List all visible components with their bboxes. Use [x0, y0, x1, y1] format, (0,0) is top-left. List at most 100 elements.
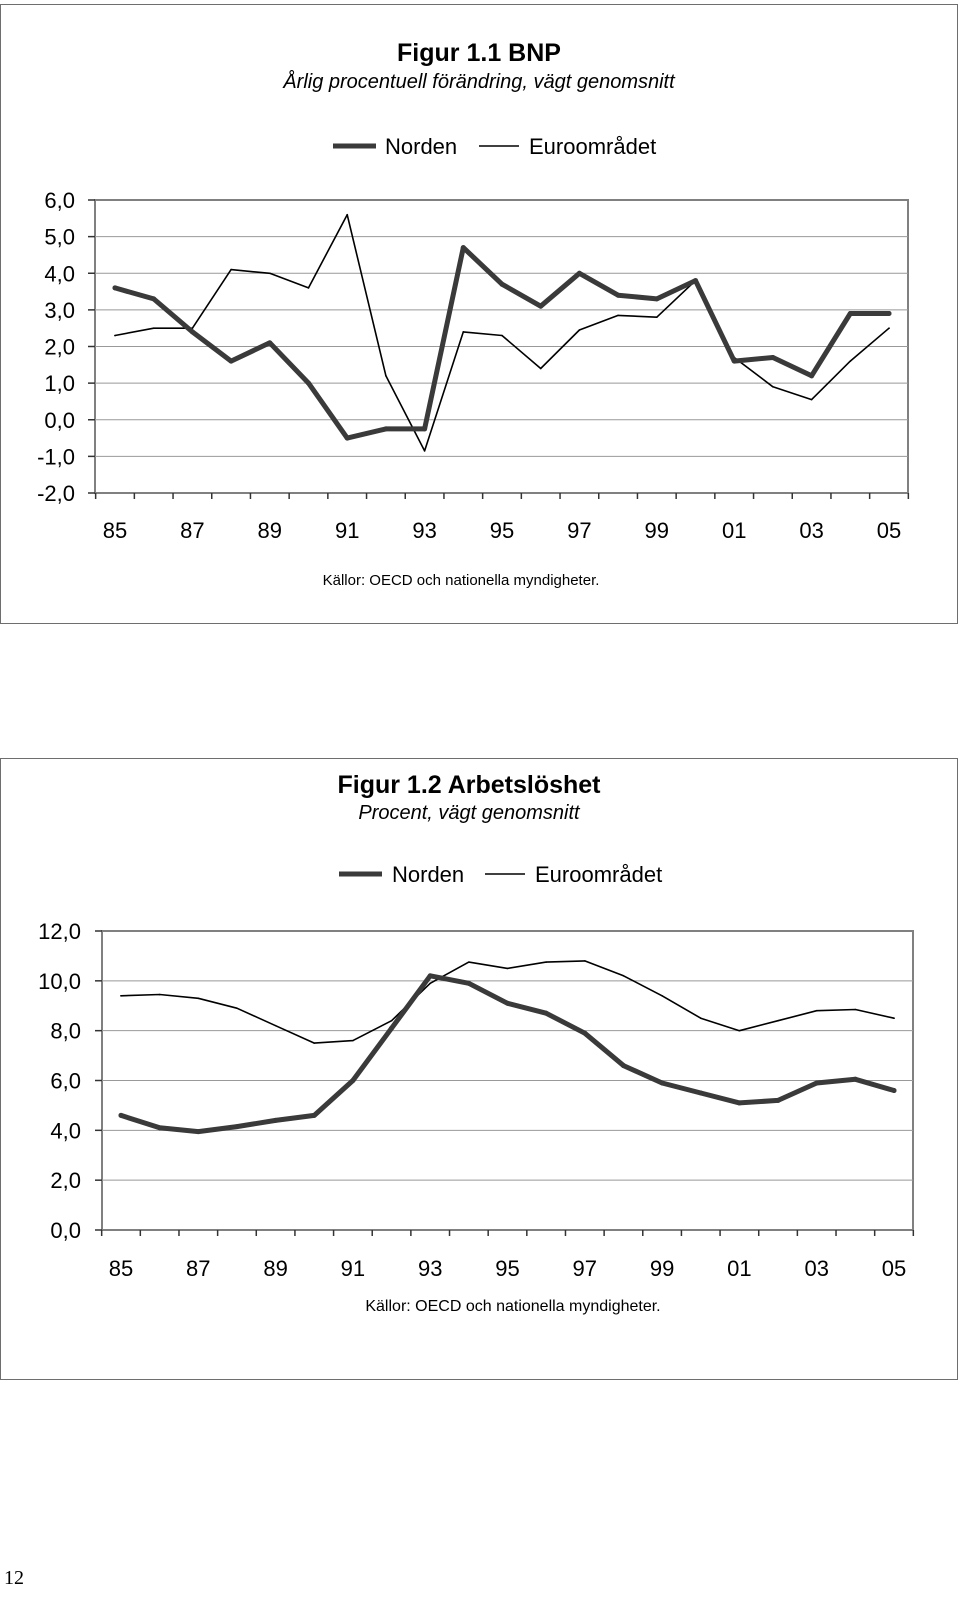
data-point-euroomr-det — [114, 334, 116, 337]
x-tick-label: 91 — [341, 1256, 365, 1281]
y-tick-label: 0,0 — [50, 1218, 81, 1243]
data-point-euroomr-det — [152, 327, 155, 329]
data-point-norden — [460, 245, 466, 251]
y-tick-label: 4,0 — [44, 261, 75, 286]
data-point-norden — [273, 1117, 279, 1123]
data-point-euroomr-det — [506, 967, 509, 970]
chart-title: Figur 1.2 Arbetslöshet — [337, 771, 601, 799]
data-point-euroomr-det — [539, 367, 542, 370]
data-point-euroomr-det — [622, 975, 625, 977]
data-point-euroomr-det — [578, 329, 581, 331]
legend-euroomradet-label: Euroområdet — [529, 134, 656, 159]
data-point-euroomr-det — [656, 316, 658, 319]
legend-euroomradet-label: Euroområdet — [535, 862, 662, 887]
data-point-euroomr-det — [738, 1029, 741, 1032]
x-tick-label: 95 — [490, 518, 514, 543]
data-point-norden — [775, 1097, 781, 1103]
x-tick-label: 03 — [799, 518, 823, 543]
x-tick-label: 03 — [804, 1256, 828, 1281]
data-point-euroomr-det — [236, 1007, 238, 1010]
data-point-norden — [389, 1025, 395, 1031]
data-point-euroomr-det — [307, 287, 310, 289]
arbetsloshet-line-chart: Norden Euroområdet 12,0 10,0 8,0 6,0 4,0 2,0 0… — [38, 862, 915, 1315]
y-tick-label: 4,0 — [50, 1118, 81, 1143]
data-point-euroomr-det — [352, 1039, 354, 1042]
data-point-norden — [543, 1010, 549, 1016]
chart-subtitle: Årlig procentuell förändring, vägt genom… — [283, 71, 675, 93]
data-point-euroomr-det — [385, 375, 387, 377]
data-point-norden — [234, 1124, 240, 1130]
x-tick-label: 85 — [109, 1256, 133, 1281]
data-point-euroomr-det — [274, 1024, 277, 1027]
series-line-norden — [118, 973, 897, 1135]
x-tick-label: 01 — [727, 1256, 751, 1281]
data-point-euroomr-det — [893, 1017, 895, 1020]
data-point-euroomr-det — [390, 1019, 393, 1022]
data-point-norden — [659, 1080, 665, 1086]
x-tick-label: 97 — [573, 1256, 597, 1281]
data-point-euroomr-det — [501, 334, 503, 337]
data-point-euroomr-det — [849, 360, 852, 362]
x-tick-label: 87 — [180, 518, 204, 543]
data-point-euroomr-det — [197, 997, 200, 1000]
legend: Norden Euroområdet — [333, 134, 656, 159]
y-tick-label: 12,0 — [38, 919, 81, 944]
data-point-norden — [654, 296, 660, 302]
data-point-norden — [112, 285, 118, 291]
y-tick-label: 2,0 — [50, 1168, 81, 1193]
data-point-euroomr-det — [815, 1009, 818, 1012]
data-point-norden — [306, 380, 311, 386]
chart-panel-arbetsloshet: Figur 1.2 Arbetslöshet Procent, vägt gen… — [0, 758, 958, 1380]
y-tick-label: 0,0 — [44, 408, 75, 433]
data-point-norden — [189, 329, 195, 335]
data-point-norden — [151, 296, 157, 302]
series-line-norden — [112, 245, 892, 441]
data-point-norden — [427, 973, 433, 979]
data-point-norden — [886, 311, 892, 317]
y-tick-label: 6,0 — [50, 1069, 81, 1094]
data-point-norden — [499, 281, 505, 287]
chart-panel-bnp: Figur 1.1 BNP Årlig procentuell förändri… — [0, 4, 958, 624]
y-tick-label: 2,0 — [44, 335, 75, 360]
data-point-norden — [891, 1087, 897, 1093]
data-point-euroomr-det — [120, 994, 122, 997]
x-tick-label: 89 — [258, 518, 282, 543]
legend: Norden Euroområdet — [339, 862, 662, 887]
data-point-euroomr-det — [699, 1017, 702, 1020]
data-point-euroomr-det — [313, 1042, 316, 1044]
data-point-norden — [350, 1078, 356, 1083]
legend-norden-label: Norden — [392, 862, 464, 887]
chart-source: Källor: OECD och nationella myndigheter. — [365, 1298, 660, 1315]
y-tick-label: 10,0 — [38, 969, 81, 994]
data-point-euroomr-det — [269, 272, 271, 275]
data-point-norden — [344, 435, 350, 441]
data-point-euroomr-det — [854, 1008, 857, 1011]
data-point-euroomr-det — [777, 1019, 779, 1022]
data-point-norden — [118, 1112, 124, 1118]
y-tick-label: 1,0 — [44, 371, 75, 396]
data-point-norden — [814, 1080, 820, 1086]
data-point-norden — [267, 340, 273, 346]
y-tick-label: 8,0 — [50, 1019, 81, 1044]
data-point-norden — [847, 311, 853, 317]
data-point-norden — [809, 373, 815, 379]
data-point-euroomr-det — [423, 450, 426, 452]
data-point-norden — [228, 358, 234, 364]
data-point-norden — [422, 426, 428, 432]
data-point-norden — [195, 1129, 201, 1135]
x-tick-label: 87 — [186, 1256, 210, 1281]
x-tick-label: 85 — [103, 518, 127, 543]
data-point-euroomr-det — [158, 993, 161, 996]
data-point-norden — [736, 1100, 742, 1106]
y-tick-label: 5,0 — [44, 225, 75, 250]
data-point-euroomr-det — [545, 961, 547, 963]
data-point-euroomr-det — [661, 994, 663, 997]
data-point-norden — [852, 1076, 858, 1082]
data-point-euroomr-det — [429, 982, 432, 985]
data-point-euroomr-det — [230, 268, 232, 271]
data-point-norden — [157, 1125, 163, 1131]
data-point-norden — [538, 303, 544, 309]
x-tick-label: 99 — [650, 1256, 674, 1281]
data-point-norden — [383, 426, 389, 432]
y-tick-label: -1,0 — [37, 444, 75, 469]
